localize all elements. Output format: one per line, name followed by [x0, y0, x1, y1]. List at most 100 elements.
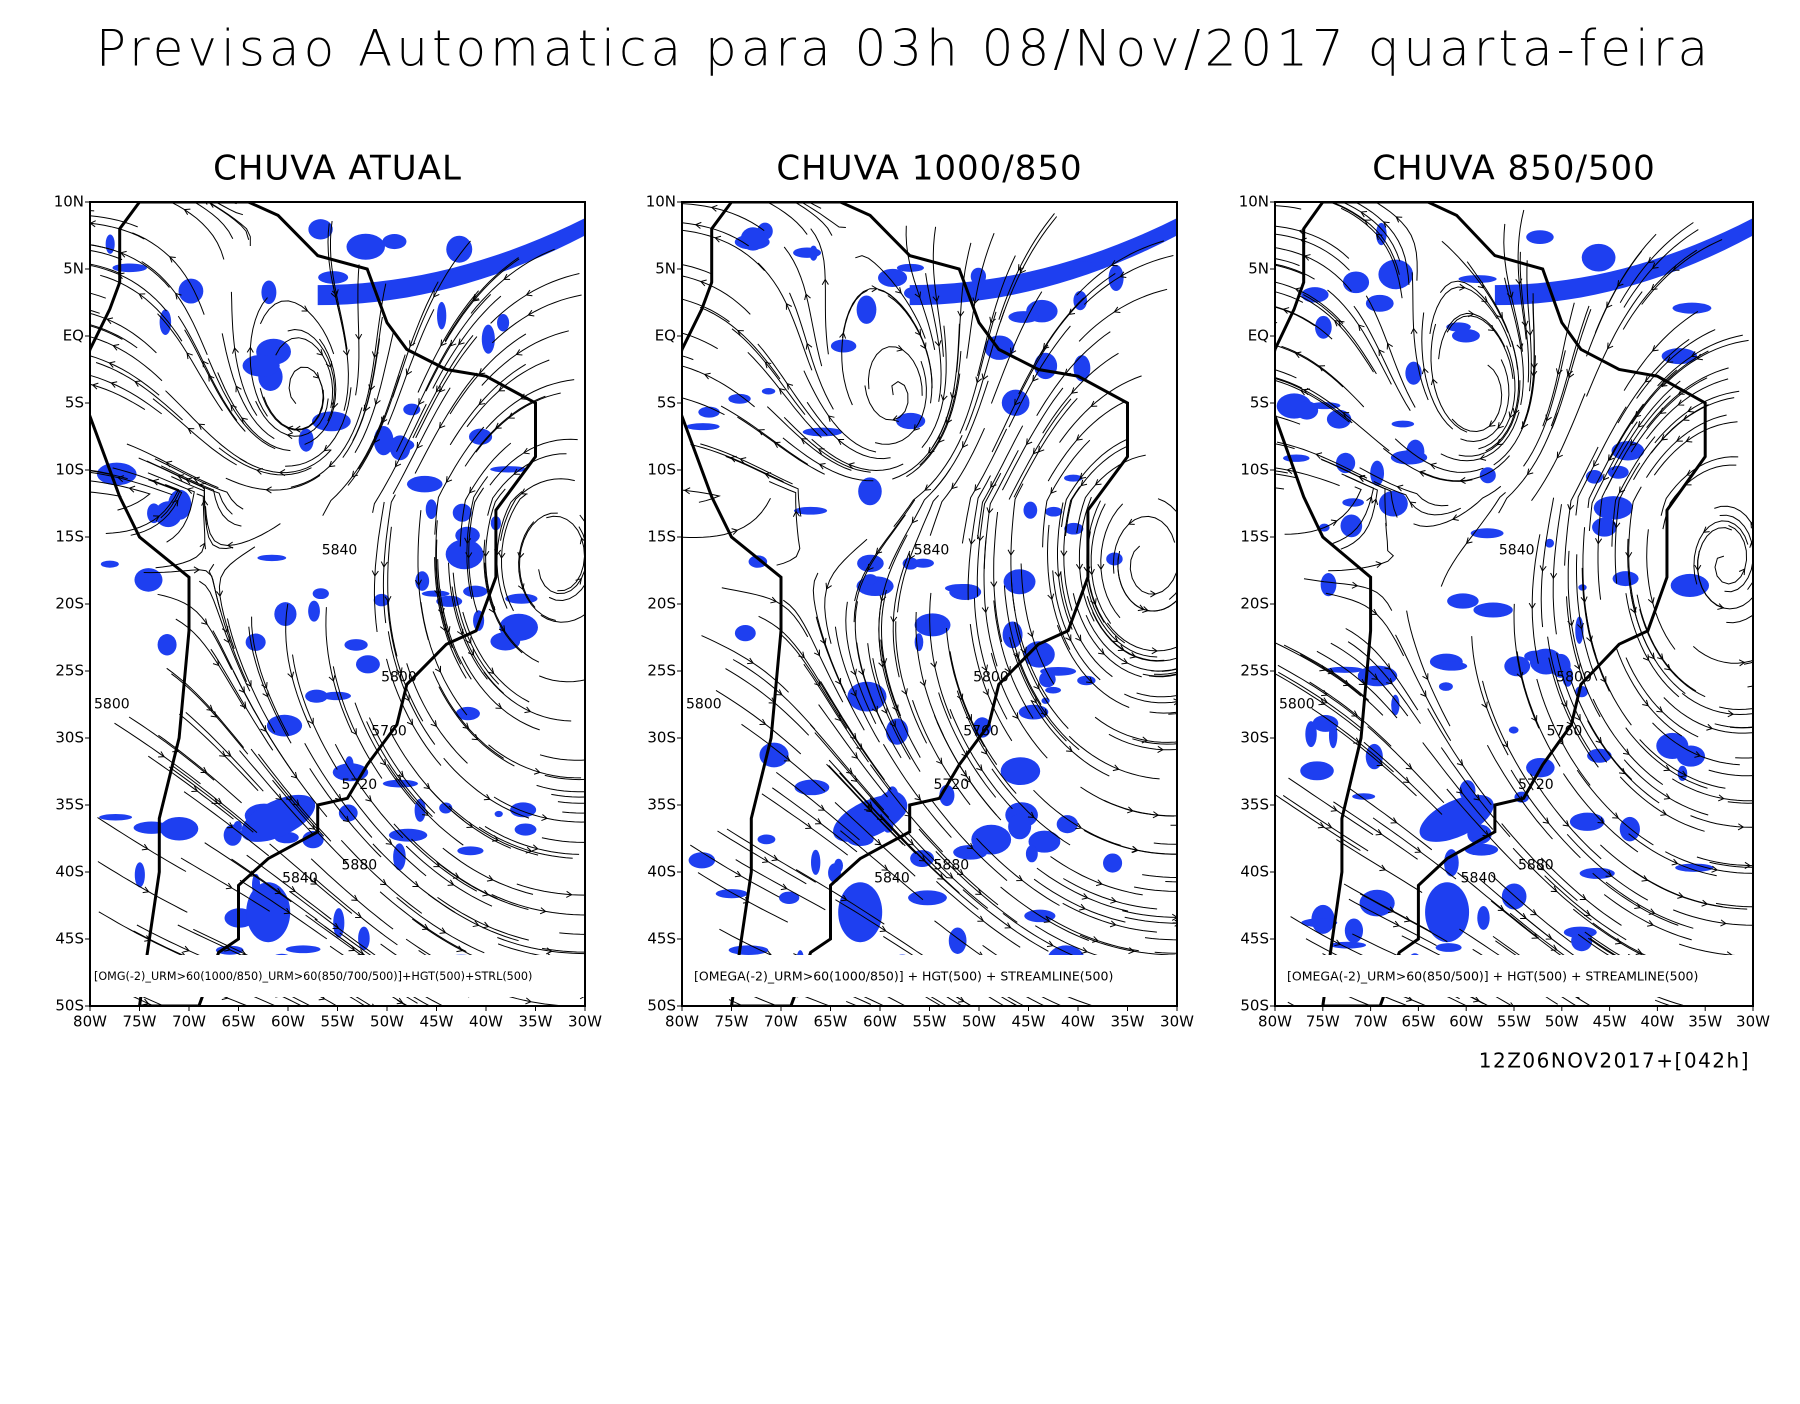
legend-text: [OMG(-2)_URM>60(1000/850)_URM>60(850/700… [94, 970, 532, 983]
streamline [147, 183, 233, 239]
rain-patch [1034, 353, 1057, 379]
rain-patch [482, 325, 495, 354]
streamline [873, 658, 920, 771]
rain-patch [698, 407, 719, 418]
rain-patch [456, 707, 480, 720]
streamline-arrow [1776, 798, 1781, 804]
streamline [1142, 871, 1239, 878]
streamline [1162, 610, 1244, 671]
streamline [1366, 296, 1415, 408]
streamline-arrow [1767, 591, 1773, 597]
rain-patch [1452, 329, 1480, 343]
contour-label: 5880 [934, 857, 970, 873]
rain-patch [1008, 814, 1031, 839]
lon-label: 75W [123, 1013, 157, 1031]
contour-label: 5720 [342, 777, 378, 793]
page-title: Previsao Automatica para 03h 08/Nov/2017… [96, 20, 1712, 78]
streamline-arrow [1204, 839, 1209, 845]
lat-label: 35S [1240, 796, 1269, 814]
rain-patch [1019, 705, 1049, 720]
rain-patch [686, 423, 719, 430]
lat-label: 20S [55, 595, 84, 613]
streamline [1084, 831, 1179, 855]
rain-patch [793, 248, 821, 258]
streamline-arrow [601, 793, 606, 799]
streamline-arrow [35, 423, 40, 429]
lon-label: 60W [271, 1013, 305, 1031]
rain-patch [1473, 603, 1512, 618]
rain-patch [497, 314, 509, 331]
streamline [1709, 766, 1800, 776]
lat-label: 25S [55, 662, 84, 680]
streamline-arrow [69, 319, 75, 325]
streamline-arrow [1047, 1016, 1053, 1022]
streamline-arrow [607, 989, 612, 995]
rain-patch [246, 882, 290, 942]
streamline-arrow [1797, 676, 1800, 681]
rain-patch [858, 477, 882, 505]
contour-label: 5800 [1556, 670, 1592, 686]
streamline [670, 203, 764, 230]
streamline-arrow [1242, 437, 1247, 443]
streamline [1063, 879, 1157, 910]
rain-patch [803, 428, 843, 437]
rain-patch [1379, 491, 1408, 517]
streamline [489, 745, 582, 778]
rain-patch [1024, 502, 1038, 519]
streamline [698, 873, 788, 923]
rain-patch [97, 463, 137, 486]
lat-label: 35S [647, 796, 676, 814]
rain-patch [689, 852, 716, 868]
streamline-arrow [592, 839, 597, 845]
contour-label: 5800 [686, 697, 722, 713]
streamline [1211, 286, 1303, 303]
lon-label: 55W [913, 1013, 947, 1031]
contour-label: 5840 [282, 871, 318, 887]
lon-label: 55W [321, 1013, 355, 1031]
rain-patch [407, 476, 443, 492]
rain-patch [904, 287, 924, 300]
lat-label: 45S [55, 930, 84, 948]
streamline-arrow [612, 807, 617, 813]
streamline [1715, 708, 1800, 728]
streamline-arrow [1264, 302, 1270, 308]
lon-label: 70W [764, 1013, 798, 1031]
streamline [1631, 378, 1707, 452]
streamline [373, 404, 427, 513]
contour-label: 5840 [874, 871, 910, 887]
lat-label: 30S [647, 729, 676, 747]
streamline [1679, 944, 1772, 956]
streamline [153, 399, 237, 465]
lat-label: 40S [55, 863, 84, 881]
streamline [1124, 686, 1218, 703]
streamline-arrow [1250, 370, 1255, 376]
streamline [1087, 531, 1124, 643]
streamline [397, 897, 485, 952]
contour-label: 5720 [1518, 777, 1554, 793]
streamline [1593, 699, 1663, 785]
streamline [977, 473, 1001, 596]
streamline [542, 836, 639, 842]
streamline [1132, 730, 1228, 744]
streamline [660, 272, 750, 314]
precipitation [686, 218, 1177, 976]
contour-label: 5840 [914, 542, 950, 558]
lat-label: 5N [63, 260, 84, 278]
rain-patch [915, 613, 951, 636]
streamline [1693, 643, 1782, 663]
rain-patch [299, 429, 314, 452]
streamline [484, 672, 571, 721]
streamline-arrow [1234, 465, 1239, 471]
contour-label: 5800 [381, 670, 417, 686]
rain-patch [1301, 287, 1328, 302]
lon-label: 35W [1688, 1013, 1722, 1031]
rain-patch [463, 586, 487, 598]
streamline [1543, 303, 1575, 426]
streamline-arrow [1792, 663, 1798, 668]
rain-patch [795, 780, 830, 796]
streamline [1173, 913, 1270, 923]
streamline [206, 506, 281, 545]
streamline [73, 333, 162, 381]
rain-patch [1300, 761, 1334, 780]
